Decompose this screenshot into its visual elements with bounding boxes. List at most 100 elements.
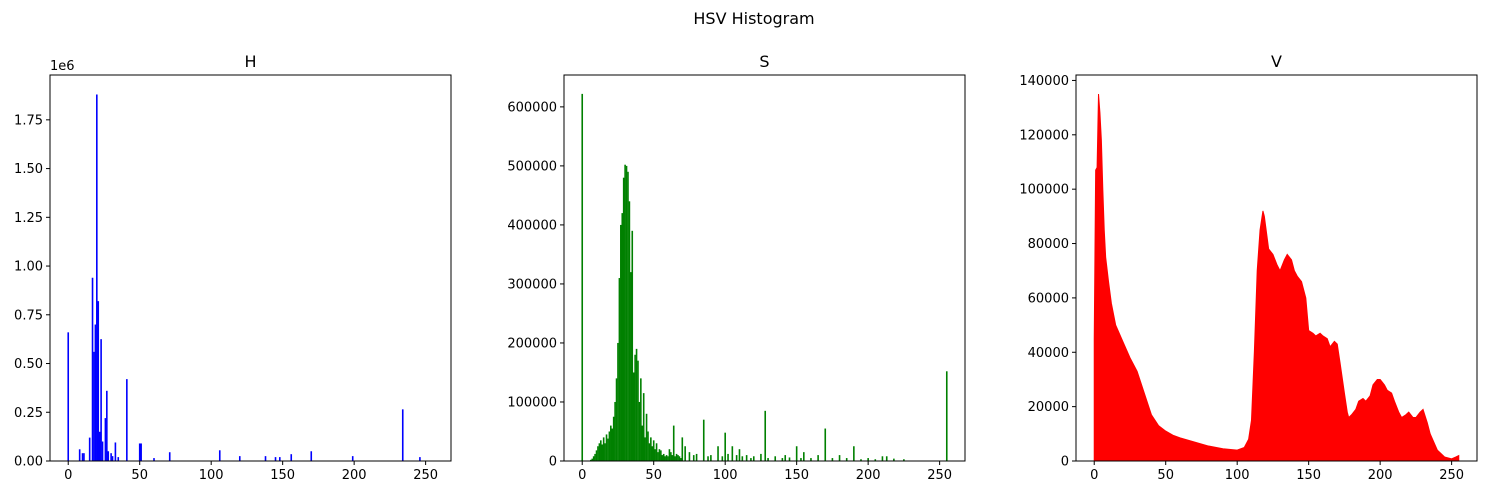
histogram-bar: [620, 224, 622, 461]
y-tick-label: 600000: [507, 100, 557, 115]
x-tick-label: 250: [1439, 468, 1464, 483]
histogram-bar: [419, 457, 421, 461]
histogram-bar: [817, 455, 819, 461]
x-tick-label: 250: [413, 468, 438, 483]
x-tick-label: 50: [645, 468, 662, 483]
histogram-bar: [764, 410, 767, 461]
y-tick-label: 80000: [1028, 237, 1069, 252]
histogram-bar: [351, 456, 354, 461]
histogram-bar: [652, 440, 655, 461]
histogram-bar: [885, 456, 888, 461]
histogram-bar: [114, 442, 117, 461]
histogram-bar: [98, 431, 101, 461]
y-tick-label: 400000: [507, 218, 557, 233]
histogram-bar: [721, 456, 724, 461]
histogram-bar: [598, 443, 601, 461]
histogram-bar: [218, 450, 221, 461]
x-tick-label: 0: [578, 468, 586, 483]
histogram-bar: [310, 451, 313, 461]
histogram-bar: [667, 456, 669, 461]
histogram-bar: [83, 453, 85, 461]
y-tick-label: 140000: [1019, 74, 1069, 89]
chart-s-panel: S 0 50 100 150 200 250 0 100000 200000 300000 40000…: [507, 52, 966, 483]
histogram-bar: [642, 393, 645, 461]
histogram-bar: [602, 437, 605, 461]
histogram-bar: [662, 453, 665, 461]
x-tick-label: 150: [784, 468, 809, 483]
histogram-bar: [94, 324, 97, 461]
chart-v-panel: V 0 50 100 150 200 250 0 20000 40000 60000 80000 100…: [1019, 52, 1478, 483]
y-tick-label: 0.75: [14, 308, 43, 323]
histogram-bar: [702, 419, 705, 461]
histogram-bar: [592, 456, 595, 461]
histogram-bar: [640, 378, 642, 461]
histogram-bar: [750, 458, 752, 461]
y-tick-label: 0.50: [14, 357, 43, 372]
histogram-bar: [88, 437, 91, 461]
y-tick-label: 1.75: [14, 113, 43, 128]
histogram-bar: [605, 434, 608, 461]
histogram-bar: [803, 452, 805, 461]
histogram-bar: [860, 459, 862, 461]
chart-h-title: H: [244, 52, 256, 71]
histogram-bar: [657, 452, 659, 461]
histogram-bar: [735, 455, 738, 461]
histogram-bar: [78, 449, 81, 461]
y-tick-label: 300000: [507, 277, 557, 292]
y-tick-label: 100000: [1019, 183, 1069, 198]
x-tick-label: 0: [64, 468, 72, 483]
histogram-bar: [96, 94, 98, 462]
histogram-bar: [752, 456, 755, 461]
histogram-bar: [107, 451, 110, 461]
histogram-bar: [665, 455, 668, 461]
histogram-bar: [591, 458, 594, 461]
histogram-bar: [658, 449, 661, 461]
histogram-bar: [853, 446, 855, 461]
y-tick-label: 1.25: [14, 211, 43, 226]
histogram-bar: [675, 453, 678, 461]
histogram-bar: [674, 456, 676, 461]
histogram-bar: [717, 446, 719, 461]
histogram-bar: [97, 301, 100, 461]
y-tick-label: 500000: [507, 159, 557, 174]
histogram-bar: [741, 456, 744, 461]
histogram-bar: [648, 443, 651, 461]
histogram-bar: [126, 379, 128, 461]
histogram-bar: [615, 378, 618, 461]
y-tick-label: 0.00: [14, 455, 43, 470]
x-tick-label: 250: [927, 468, 952, 483]
y-tick-label: 0: [1061, 455, 1069, 470]
histogram-bar: [838, 455, 841, 461]
axes-frame: [1075, 74, 1478, 462]
histogram-bar: [781, 458, 784, 461]
chart-s-title: S: [759, 52, 769, 71]
histogram-bar: [614, 401, 616, 461]
histogram-bar: [595, 450, 598, 461]
histogram-bar: [738, 449, 741, 461]
histogram-bar: [610, 425, 612, 461]
histogram-bar: [680, 458, 682, 461]
histogram-bar: [111, 456, 114, 461]
histogram-bar: [695, 453, 698, 461]
histogram-bar: [607, 438, 609, 461]
histogram-bar: [106, 390, 108, 461]
x-tick-label: 200: [856, 468, 881, 483]
histogram-bar: [611, 428, 614, 461]
histogram-bar: [622, 177, 625, 461]
histogram-bar: [760, 453, 762, 461]
histogram-bar: [290, 454, 293, 461]
x-tick-label: 50: [131, 468, 148, 483]
y-offset-text: 1e6: [50, 59, 75, 74]
x-tick-label: 150: [1296, 468, 1321, 483]
histogram-bar: [638, 401, 641, 461]
histogram-bar: [401, 409, 404, 461]
histogram-bar: [104, 418, 107, 461]
histogram-bar: [784, 455, 787, 461]
chart-v-title: V: [1271, 52, 1282, 71]
histogram-bar: [140, 443, 142, 461]
axes-frame: [49, 74, 452, 462]
histogram-bar: [903, 459, 905, 461]
histogram-bar: [117, 457, 120, 461]
x-tick-label: 100: [1225, 468, 1250, 483]
